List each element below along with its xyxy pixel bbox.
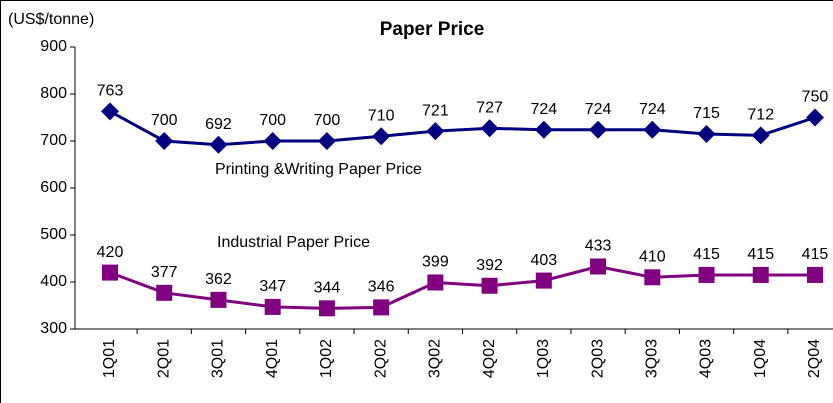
point-marker xyxy=(534,120,553,139)
x-tick-label: 2Q01 xyxy=(155,339,172,378)
x-tick-label: 2Q02 xyxy=(372,339,389,378)
data-label: 724 xyxy=(585,101,612,118)
x-tick-label: 4Q02 xyxy=(481,339,498,378)
data-label: 750 xyxy=(802,89,829,106)
data-label: 721 xyxy=(422,102,449,119)
point-marker xyxy=(373,299,390,316)
x-tick-label: 3Q02 xyxy=(427,339,444,378)
point-marker xyxy=(156,284,173,301)
series-line xyxy=(109,110,816,147)
data-label: 392 xyxy=(476,257,503,274)
data-label: 362 xyxy=(205,271,232,288)
data-label: 700 xyxy=(151,112,178,129)
data-label: 415 xyxy=(747,246,774,263)
y-axis-label: (US$/tonne) xyxy=(8,11,94,28)
point-marker xyxy=(590,258,607,275)
point-marker xyxy=(752,266,769,283)
y-tick-label: 800 xyxy=(40,85,67,102)
point-marker xyxy=(480,119,499,138)
data-label: 700 xyxy=(314,112,341,129)
point-marker xyxy=(643,120,662,139)
point-marker xyxy=(427,274,444,291)
point-marker xyxy=(209,135,228,154)
point-marker xyxy=(318,300,335,317)
point-marker xyxy=(263,132,282,150)
data-label: 727 xyxy=(476,100,503,117)
y-tick-label: 500 xyxy=(40,226,67,243)
x-tick-label: 1Q01 xyxy=(101,339,118,378)
y-tick-label: 600 xyxy=(40,179,67,196)
x-tick-label: 3Q01 xyxy=(210,339,227,378)
x-tick-label: 1Q03 xyxy=(535,339,552,378)
data-label: 415 xyxy=(693,246,720,263)
data-label: 415 xyxy=(802,246,829,263)
chart-title: Paper Price xyxy=(380,19,485,40)
data-label: 692 xyxy=(205,116,232,133)
data-label: 403 xyxy=(530,252,557,269)
point-marker xyxy=(317,132,336,150)
series-line xyxy=(109,264,815,310)
data-label: 710 xyxy=(368,108,395,125)
data-label: 763 xyxy=(97,83,124,100)
point-marker xyxy=(426,122,445,141)
point-marker xyxy=(806,266,823,283)
x-tick-label: 2Q04 xyxy=(806,339,823,378)
data-label: 420 xyxy=(97,244,124,261)
point-marker xyxy=(264,298,281,315)
data-label: 700 xyxy=(259,112,286,129)
point-marker xyxy=(481,277,498,294)
data-label: 344 xyxy=(314,280,341,297)
point-marker xyxy=(101,102,119,121)
point-marker xyxy=(698,266,715,283)
x-tick-label: 1Q02 xyxy=(318,339,335,378)
data-label: 399 xyxy=(422,254,449,271)
series-name: Printing &Writing Paper Price xyxy=(215,161,422,178)
data-label: 346 xyxy=(368,279,395,296)
point-marker xyxy=(210,291,227,308)
data-label: 377 xyxy=(151,264,178,281)
point-marker xyxy=(589,120,608,139)
data-label: 712 xyxy=(747,107,774,124)
point-marker xyxy=(751,126,770,145)
x-tick-label: 4Q01 xyxy=(264,339,281,378)
data-label: 724 xyxy=(530,101,557,118)
x-tick-label: 3Q03 xyxy=(644,339,661,378)
data-label: 410 xyxy=(639,249,666,266)
y-tick-label: 700 xyxy=(40,132,67,149)
point-marker xyxy=(644,269,661,286)
point-marker xyxy=(805,108,824,127)
y-tick-label: 400 xyxy=(40,273,67,290)
x-tick-label: 2Q03 xyxy=(589,339,606,378)
x-tick-label: 4Q03 xyxy=(698,339,715,378)
point-marker xyxy=(102,264,118,281)
point-marker xyxy=(155,132,174,150)
data-label: 433 xyxy=(585,238,612,255)
point-marker xyxy=(535,272,552,289)
data-label: 347 xyxy=(259,278,286,295)
series-name: Industrial Paper Price xyxy=(217,234,370,251)
data-label: 724 xyxy=(639,101,666,118)
y-tick-label: 900 xyxy=(40,38,67,55)
x-tick-label: 1Q04 xyxy=(752,339,769,378)
y-tick-label: 300 xyxy=(40,320,67,337)
point-marker xyxy=(697,124,716,143)
point-marker xyxy=(372,127,391,146)
data-label: 715 xyxy=(693,105,720,122)
